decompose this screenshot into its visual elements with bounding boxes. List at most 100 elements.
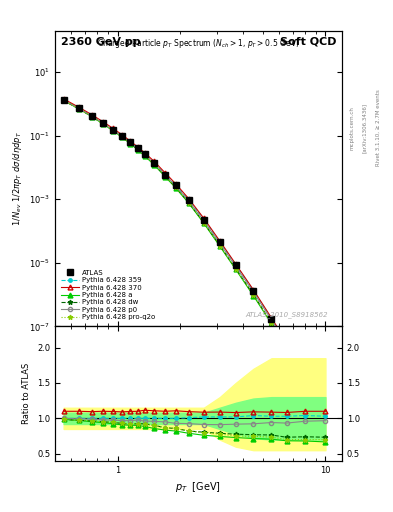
Pythia 6.428 a	[186, 200, 191, 206]
Pythia 6.428 a	[110, 127, 115, 134]
Pythia 6.428 a	[323, 419, 328, 425]
Pythia 6.428 370	[163, 170, 168, 176]
Pythia 6.428 pro-q2o	[101, 121, 105, 127]
Line: Pythia 6.428 a: Pythia 6.428 a	[61, 98, 328, 424]
Pythia 6.428 a	[269, 321, 274, 327]
Pythia 6.428 359	[323, 413, 328, 419]
Pythia 6.428 p0	[152, 160, 156, 166]
Pythia 6.428 a	[152, 162, 156, 168]
Pythia 6.428 370	[269, 315, 274, 321]
Pythia 6.428 p0	[101, 120, 105, 126]
Pythia 6.428 a	[173, 185, 178, 191]
Pythia 6.428 pro-q2o	[186, 200, 191, 206]
Pythia 6.428 a	[135, 147, 140, 153]
Pythia 6.428 dw	[110, 127, 115, 134]
Pythia 6.428 pro-q2o	[233, 266, 238, 272]
Pythia 6.428 359	[61, 97, 66, 103]
Pythia 6.428 370	[61, 96, 66, 102]
Pythia 6.428 370	[110, 125, 115, 132]
Pythia 6.428 pro-q2o	[284, 345, 289, 351]
Text: 2360 GeV pp: 2360 GeV pp	[61, 37, 140, 47]
Pythia 6.428 pro-q2o	[163, 174, 168, 180]
Pythia 6.428 p0	[269, 317, 274, 323]
Pythia 6.428 pro-q2o	[119, 134, 124, 140]
Pythia 6.428 359	[76, 105, 81, 112]
Pythia 6.428 dw	[202, 220, 206, 226]
Pythia 6.428 pro-q2o	[173, 184, 178, 190]
Pythia 6.428 pro-q2o	[110, 127, 115, 134]
ATLAS	[110, 126, 115, 133]
Pythia 6.428 359	[89, 113, 94, 119]
Pythia 6.428 359	[217, 239, 222, 245]
Pythia 6.428 pro-q2o	[217, 243, 222, 249]
ATLAS	[135, 145, 140, 152]
Pythia 6.428 p0	[233, 263, 238, 269]
Pythia 6.428 a	[61, 97, 66, 103]
ATLAS	[217, 239, 222, 245]
Pythia 6.428 359	[152, 160, 156, 166]
ATLAS	[303, 374, 308, 380]
Pythia 6.428 p0	[119, 133, 124, 139]
Pythia 6.428 pro-q2o	[152, 161, 156, 167]
Line: Pythia 6.428 dw: Pythia 6.428 dw	[61, 98, 328, 423]
Pythia 6.428 359	[251, 287, 256, 293]
Pythia 6.428 p0	[142, 152, 147, 158]
Pythia 6.428 dw	[323, 417, 328, 423]
ATLAS	[152, 160, 156, 166]
Pythia 6.428 370	[76, 104, 81, 110]
Pythia 6.428 359	[233, 262, 238, 268]
Pythia 6.428 359	[269, 315, 274, 322]
Text: Soft QCD: Soft QCD	[280, 37, 336, 47]
Pythia 6.428 370	[135, 144, 140, 150]
Pythia 6.428 a	[119, 134, 124, 140]
X-axis label: $p_T$  [GeV]: $p_T$ [GeV]	[176, 480, 221, 494]
Pythia 6.428 359	[284, 339, 289, 346]
Text: [arXiv:1306.3436]: [arXiv:1306.3436]	[362, 103, 367, 153]
Pythia 6.428 dw	[152, 161, 156, 167]
Pythia 6.428 370	[152, 158, 156, 164]
Pythia 6.428 p0	[89, 113, 94, 119]
ATLAS	[173, 182, 178, 188]
Pythia 6.428 p0	[186, 198, 191, 204]
Pythia 6.428 370	[233, 261, 238, 267]
Pythia 6.428 dw	[119, 134, 124, 140]
ATLAS	[119, 133, 124, 139]
Text: Rivet 3.1.10, ≥ 2.7M events: Rivet 3.1.10, ≥ 2.7M events	[375, 90, 380, 166]
Pythia 6.428 a	[284, 345, 289, 351]
Pythia 6.428 dw	[142, 152, 147, 158]
Y-axis label: Ratio to ATLAS: Ratio to ATLAS	[22, 363, 31, 424]
ATLAS	[251, 288, 256, 294]
Pythia 6.428 359	[173, 182, 178, 188]
Pythia 6.428 p0	[303, 375, 308, 381]
Pythia 6.428 dw	[269, 319, 274, 326]
Pythia 6.428 a	[233, 266, 238, 272]
Pythia 6.428 359	[202, 216, 206, 222]
Pythia 6.428 359	[101, 120, 105, 126]
Pythia 6.428 pro-q2o	[323, 418, 328, 424]
Pythia 6.428 dw	[217, 242, 222, 248]
Pythia 6.428 370	[101, 119, 105, 125]
Line: Pythia 6.428 359: Pythia 6.428 359	[62, 98, 327, 417]
Pythia 6.428 pro-q2o	[135, 146, 140, 153]
ATLAS	[101, 120, 105, 126]
Pythia 6.428 pro-q2o	[269, 320, 274, 326]
Pythia 6.428 359	[110, 126, 115, 133]
Pythia 6.428 dw	[163, 174, 168, 180]
Y-axis label: $1/N_{ev}$ $1/2\pi p_{T}$ $d\sigma/d\eta dp_{T}$: $1/N_{ev}$ $1/2\pi p_{T}$ $d\sigma/d\eta…	[11, 131, 24, 226]
Legend: ATLAS, Pythia 6.428 359, Pythia 6.428 370, Pythia 6.428 a, Pythia 6.428 dw, Pyth: ATLAS, Pythia 6.428 359, Pythia 6.428 37…	[59, 267, 158, 323]
Pythia 6.428 370	[142, 150, 147, 156]
Pythia 6.428 p0	[163, 172, 168, 178]
Pythia 6.428 p0	[128, 140, 132, 146]
Pythia 6.428 dw	[135, 146, 140, 153]
Line: Pythia 6.428 370: Pythia 6.428 370	[61, 96, 328, 417]
Pythia 6.428 dw	[61, 97, 66, 103]
Pythia 6.428 a	[303, 379, 308, 386]
Pythia 6.428 359	[142, 151, 147, 157]
ATLAS	[186, 197, 191, 203]
Pythia 6.428 p0	[284, 341, 289, 347]
Pythia 6.428 a	[251, 292, 256, 298]
Pythia 6.428 pro-q2o	[89, 113, 94, 119]
Pythia 6.428 p0	[61, 97, 66, 103]
Pythia 6.428 dw	[251, 291, 256, 297]
ATLAS	[61, 97, 66, 103]
